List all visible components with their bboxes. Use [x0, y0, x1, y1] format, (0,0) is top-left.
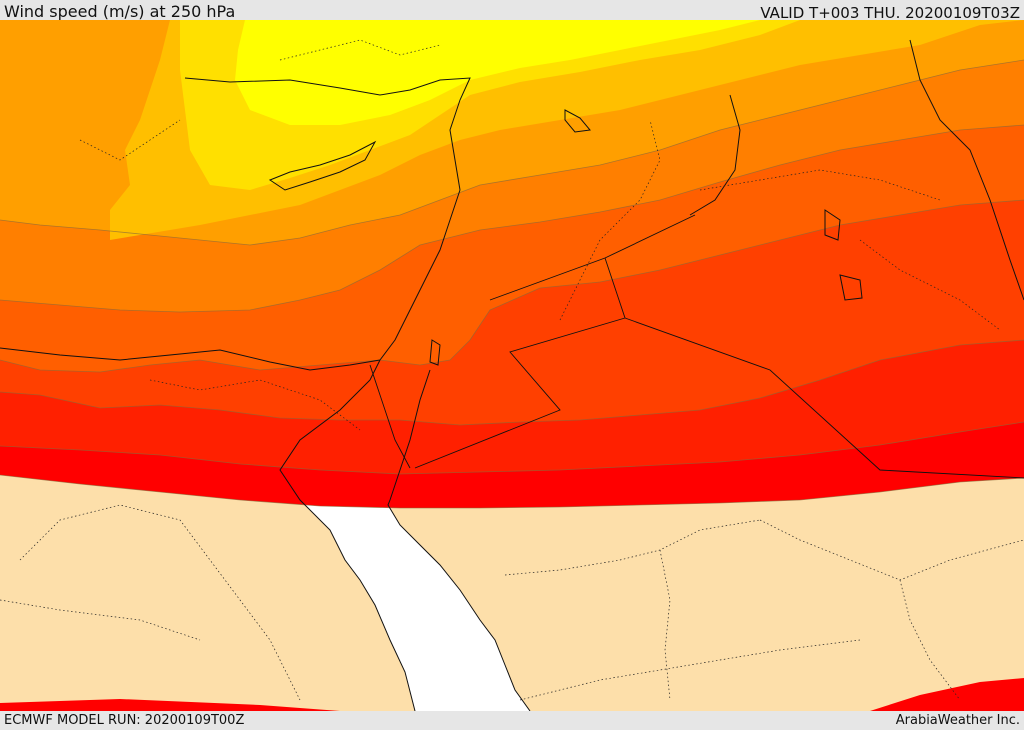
band-1 [235, 20, 760, 125]
header-bar: Wind speed (m/s) at 250 hPa VALID T+003 … [0, 0, 1024, 22]
model-run-label: ECMWF MODEL RUN: 20200109T00Z [4, 713, 245, 728]
coastlines [0, 39, 1024, 711]
bottom-jet-streak [0, 678, 1024, 711]
red-sea [300, 500, 530, 711]
province-borders [0, 39, 1024, 701]
map-title: Wind speed (m/s) at 250 hPa [4, 2, 236, 21]
political-borders [369, 214, 1024, 479]
contour-lines [0, 59, 1024, 509]
wind-speed-map [0, 20, 1024, 711]
footer-bar: ECMWF MODEL RUN: 20200109T00Z ArabiaWeat… [0, 711, 1024, 729]
credit-label: ArabiaWeather Inc. [895, 713, 1020, 728]
valid-time-label: VALID T+003 THU. 20200109T03Z [760, 4, 1020, 22]
